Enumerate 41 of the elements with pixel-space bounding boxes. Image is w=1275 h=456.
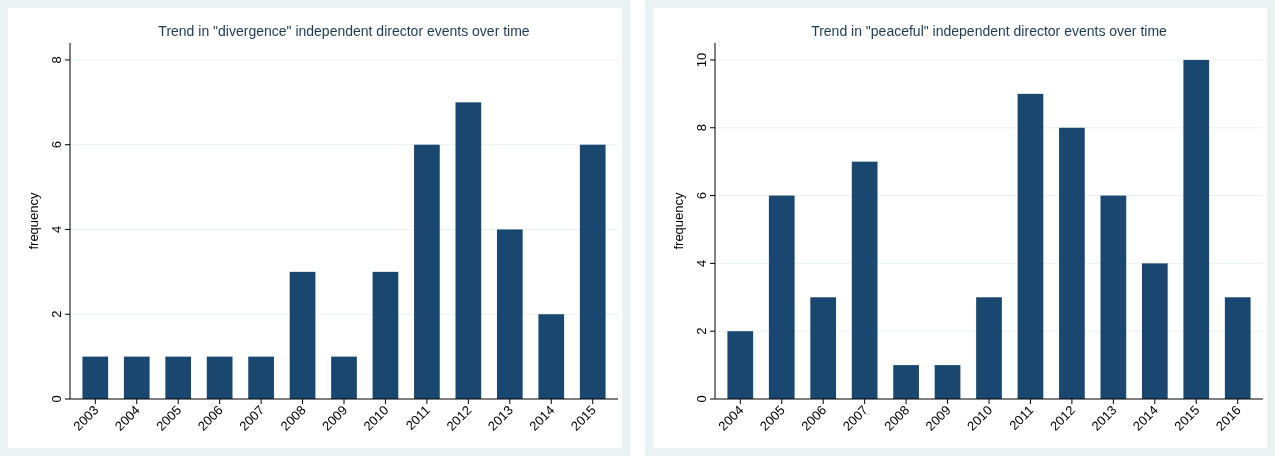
bar: [579, 144, 606, 399]
bar: [331, 356, 357, 399]
bar: [123, 356, 150, 399]
bar: [1017, 93, 1044, 399]
chart-title: Trend in "peaceful" independent director events over time: [811, 23, 1168, 39]
bar: [165, 356, 192, 399]
bar: [893, 365, 919, 399]
bar: [206, 356, 233, 399]
bar: [1183, 59, 1210, 399]
y-tick-label: 0: [49, 395, 64, 403]
y-tick-label: 8: [694, 124, 709, 132]
bar: [1059, 127, 1085, 399]
bar: [934, 365, 961, 399]
y-axis-title: frequency: [26, 191, 41, 250]
bar: [727, 331, 754, 399]
y-tick-label: 6: [49, 141, 64, 149]
bar: [851, 161, 878, 399]
bar: [414, 144, 440, 399]
y-tick-label: 6: [694, 191, 709, 200]
bar: [768, 195, 795, 399]
bar: [82, 356, 109, 399]
y-tick-label: 0: [694, 395, 709, 403]
y-tick-label: 10: [694, 52, 709, 68]
bar: [538, 314, 565, 399]
bar: [1141, 263, 1168, 399]
y-tick-label: 8: [49, 56, 64, 64]
y-tick-label: 2: [694, 327, 709, 335]
y-tick-label: 4: [694, 259, 709, 267]
bar: [289, 271, 316, 399]
bar: [810, 297, 837, 399]
bar: [1224, 297, 1251, 399]
bar: [372, 271, 399, 399]
bar: [976, 297, 1002, 399]
bar: [455, 102, 482, 399]
bar: [1100, 195, 1127, 399]
y-tick-label: 4: [49, 225, 64, 234]
y-tick-label: 2: [49, 310, 64, 318]
y-axis-title: frequency: [671, 191, 686, 250]
chart-title: Trend in "divergence" independent director events over time: [158, 23, 530, 39]
bar: [496, 229, 523, 399]
bar: [248, 356, 274, 399]
